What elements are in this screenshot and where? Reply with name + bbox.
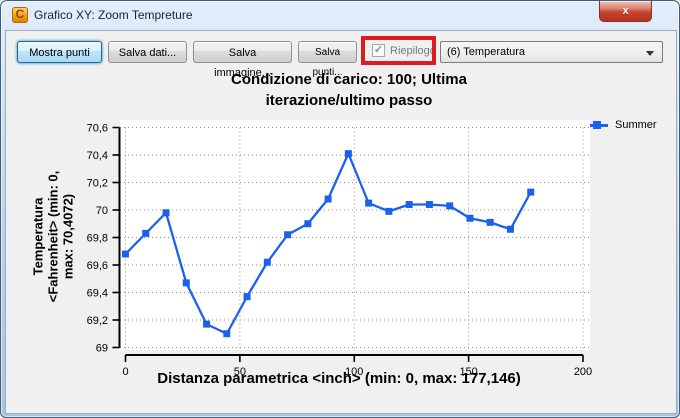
svg-text:150: 150	[459, 366, 477, 378]
toolbar: Mostra punti Salva dati... Salva immagin…	[6, 31, 676, 79]
summary-checkbox[interactable]: ✓ Riepilogo	[372, 44, 436, 57]
quantity-dropdown-value: (6) Temperatura	[447, 46, 526, 58]
svg-text:69: 69	[96, 343, 108, 355]
svg-text:200: 200	[574, 366, 592, 378]
annotation-highlight-box	[361, 36, 436, 65]
legend: Summer	[586, 119, 657, 131]
svg-text:69,8: 69,8	[87, 233, 108, 245]
close-button[interactable]: x	[599, 1, 652, 22]
x-axis-label: Distanza parametrica <inch> (min: 0, max…	[157, 370, 521, 387]
summary-checkbox-label: Riepilogo	[390, 44, 436, 57]
save-data-button[interactable]: Salva dati...	[108, 41, 187, 63]
show-points-button[interactable]: Mostra punti	[17, 41, 102, 63]
svg-text:69,4: 69,4	[87, 288, 108, 300]
svg-text:70,2: 70,2	[87, 178, 108, 190]
svg-text:50: 50	[234, 366, 246, 378]
save-image-button[interactable]: Salva immagine...	[193, 41, 292, 79]
legend-series-label: Summer	[615, 119, 657, 131]
app-icon: C	[12, 7, 28, 23]
svg-text:69,6: 69,6	[87, 260, 108, 272]
title-bar[interactable]: C Grafico XY: Zoom Tempreture x	[1, 1, 679, 30]
chevron-down-icon	[646, 51, 654, 56]
svg-text:69,2: 69,2	[87, 315, 108, 327]
svg-text:70,4: 70,4	[87, 150, 108, 162]
svg-text:70: 70	[96, 205, 108, 217]
svg-text:100: 100	[345, 366, 363, 378]
chart-plot-area[interactable]: 69 69,2 69,4 69,6 69,8 70 70,2 70,4 70,6 0 50 100 15…	[23, 114, 598, 389]
quantity-dropdown[interactable]: (6) Temperatura	[440, 41, 663, 63]
legend-series-marker-icon	[586, 120, 608, 130]
close-icon: x	[622, 4, 629, 17]
svg-text:0: 0	[122, 366, 128, 378]
save-points-button[interactable]: Salva punti...	[298, 41, 357, 78]
svg-text:70,6: 70,6	[87, 123, 108, 135]
chart-title: Condizione di carico: 100; Ultima iteraz…	[231, 71, 467, 109]
window-title: Grafico XY: Zoom Tempreture	[34, 8, 193, 22]
checkbox-check-icon: ✓	[372, 44, 385, 57]
dialog-content: Mostra punti Salva dati... Salva immagin…	[5, 30, 677, 414]
